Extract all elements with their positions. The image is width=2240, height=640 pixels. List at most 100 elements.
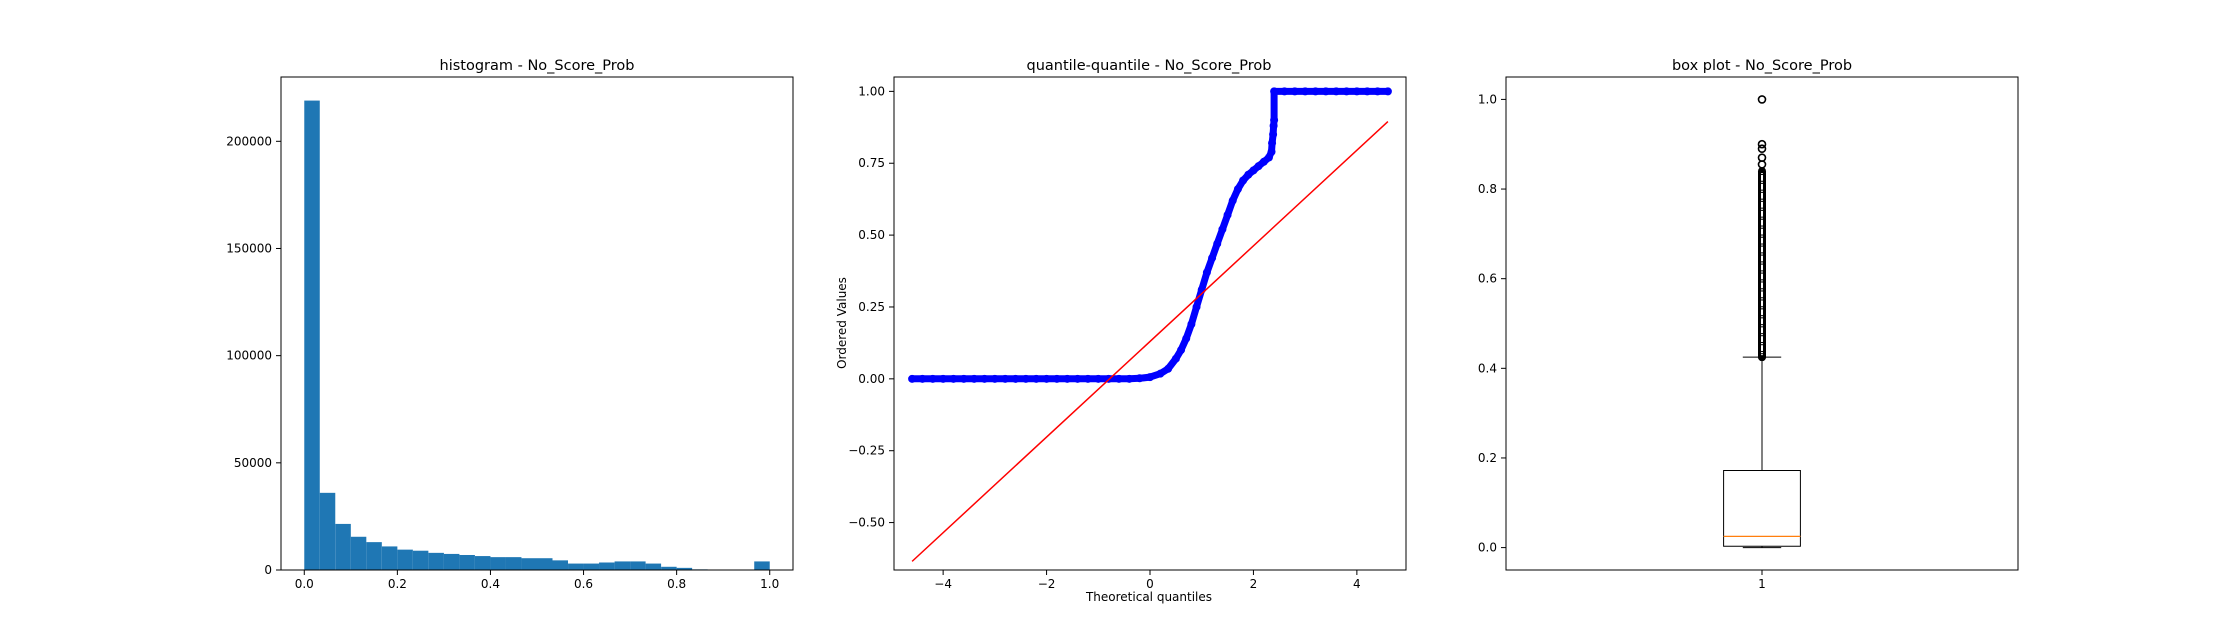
histogram-bar <box>443 553 460 570</box>
qq-ytick-label: −0.50 <box>848 516 885 530</box>
qq-xlabel: Theoretical quantiles <box>1085 590 1212 604</box>
histogram-bar <box>583 563 600 570</box>
qq-point <box>1269 121 1278 130</box>
boxplot-title: box plot - No_Score_Prob <box>1672 58 1852 74</box>
qq-point <box>1280 87 1289 96</box>
histogram-xtick-label: 1.0 <box>760 577 779 591</box>
qq-title: quantile-quantile - No_Score_Prob <box>1027 58 1272 74</box>
qq-ytick-label: 0.00 <box>858 372 885 386</box>
qq-point <box>1073 374 1082 383</box>
qq-point <box>1146 373 1154 382</box>
boxplot-ytick-label: 0.8 <box>1478 182 1497 196</box>
qq-point <box>928 374 937 383</box>
qq-point <box>1197 285 1206 294</box>
qq-point <box>1042 374 1051 383</box>
histogram-bar <box>350 536 367 570</box>
qq-point <box>1342 87 1351 96</box>
histogram-xtick-label: 0.6 <box>574 577 593 591</box>
qq-point <box>1239 176 1248 185</box>
boxplot-outlier <box>1758 299 1766 308</box>
qq-point <box>1270 116 1279 125</box>
qq-point <box>1114 374 1123 383</box>
qq-point <box>1001 374 1010 383</box>
boxplot-axes: 1 0.0 0.2 0.4 0.6 0.8 1.0 <box>1478 92 1766 591</box>
qq-point <box>1177 346 1186 355</box>
boxplot-outlier <box>1758 173 1766 182</box>
boxplot-marks <box>1723 95 1801 549</box>
boxplot-xtick-label: 1 <box>1758 577 1766 591</box>
boxplot-outlier <box>1758 326 1766 335</box>
qq-point <box>1332 87 1341 96</box>
boxplot-outlier <box>1758 254 1766 263</box>
boxplot-outlier <box>1758 236 1766 245</box>
qq-point <box>1187 320 1196 329</box>
histogram-bars <box>304 100 770 571</box>
histogram-bar <box>552 560 568 570</box>
boxplot-outlier <box>1758 290 1766 299</box>
histogram-bar <box>505 557 522 570</box>
qq-point <box>1052 374 1061 383</box>
histogram-ytick-label: 0 <box>264 563 272 577</box>
boxplot-outlier <box>1758 200 1766 209</box>
qq-point <box>980 374 989 383</box>
qq-point <box>1192 302 1201 311</box>
histogram-bar <box>366 542 382 570</box>
qq-panel: quantile-quantile - No_Score_Prob −4 −2 0 2… <box>835 58 1407 604</box>
histogram-xtick-label: 0.0 <box>295 577 314 591</box>
histogram-ytick-label: 100000 <box>226 349 272 363</box>
boxplot-outlier <box>1758 281 1766 290</box>
boxplot-outlier <box>1757 144 1767 154</box>
boxplot-box <box>1723 470 1801 547</box>
boxplot-outlier <box>1758 344 1766 353</box>
qq-point <box>1021 374 1030 383</box>
histogram-bar <box>568 563 584 570</box>
boxplot-outlier <box>1758 191 1766 200</box>
histogram-bar <box>412 550 429 570</box>
boxplot-ytick-label: 0.0 <box>1478 541 1497 555</box>
histogram-ytick-label: 150000 <box>226 241 272 255</box>
qq-point <box>1383 87 1392 96</box>
qq-xtick-label: −4 <box>934 577 952 591</box>
boxplot-ytick-label: 1.0 <box>1478 92 1497 106</box>
boxplot-outlier <box>1758 227 1766 236</box>
histogram-bar <box>599 562 615 570</box>
qq-ytick-label: 0.25 <box>858 300 885 314</box>
boxplot-outlier <box>1758 182 1766 191</box>
qq-xtick-label: −2 <box>1038 577 1056 591</box>
histogram-bar <box>335 523 351 570</box>
histogram-bar <box>319 492 336 570</box>
qq-frame <box>893 76 1407 571</box>
qq-ytick-label: −0.25 <box>848 444 885 458</box>
qq-point <box>1233 185 1242 194</box>
qq-point <box>990 374 999 383</box>
qq-point <box>1373 87 1382 96</box>
boxplot-ytick-label: 0.4 <box>1478 361 1497 375</box>
histogram-bar <box>614 561 631 570</box>
qq-point <box>1182 334 1191 343</box>
boxplot-outlier <box>1757 153 1767 162</box>
qq-point <box>1032 374 1041 383</box>
qq-point <box>1270 87 1279 96</box>
qq-point <box>970 374 979 383</box>
qq-point <box>939 374 948 383</box>
histogram-frame <box>280 76 794 571</box>
qq-point <box>1171 354 1180 363</box>
qq-point <box>1135 374 1144 383</box>
qq-point <box>1311 87 1320 96</box>
histogram-xtick-label: 0.8 <box>667 577 686 591</box>
qq-point <box>1301 87 1310 96</box>
histogram-ytick-label: 200000 <box>226 134 272 148</box>
qq-point <box>1268 139 1277 148</box>
histogram-bar <box>397 549 413 570</box>
qq-ytick-label: 0.50 <box>858 228 885 242</box>
boxplot-ytick-label: 0.2 <box>1478 451 1497 465</box>
boxplot-panel: box plot - No_Score_Prob 1 0.0 0.2 0.4 0.6 0.… <box>1478 58 2019 591</box>
qq-point <box>918 374 927 383</box>
qq-point <box>1094 374 1103 383</box>
histogram-bar <box>381 546 398 570</box>
boxplot-outlier <box>1758 272 1766 281</box>
qq-point <box>1202 268 1211 277</box>
qq-point <box>1228 196 1237 205</box>
